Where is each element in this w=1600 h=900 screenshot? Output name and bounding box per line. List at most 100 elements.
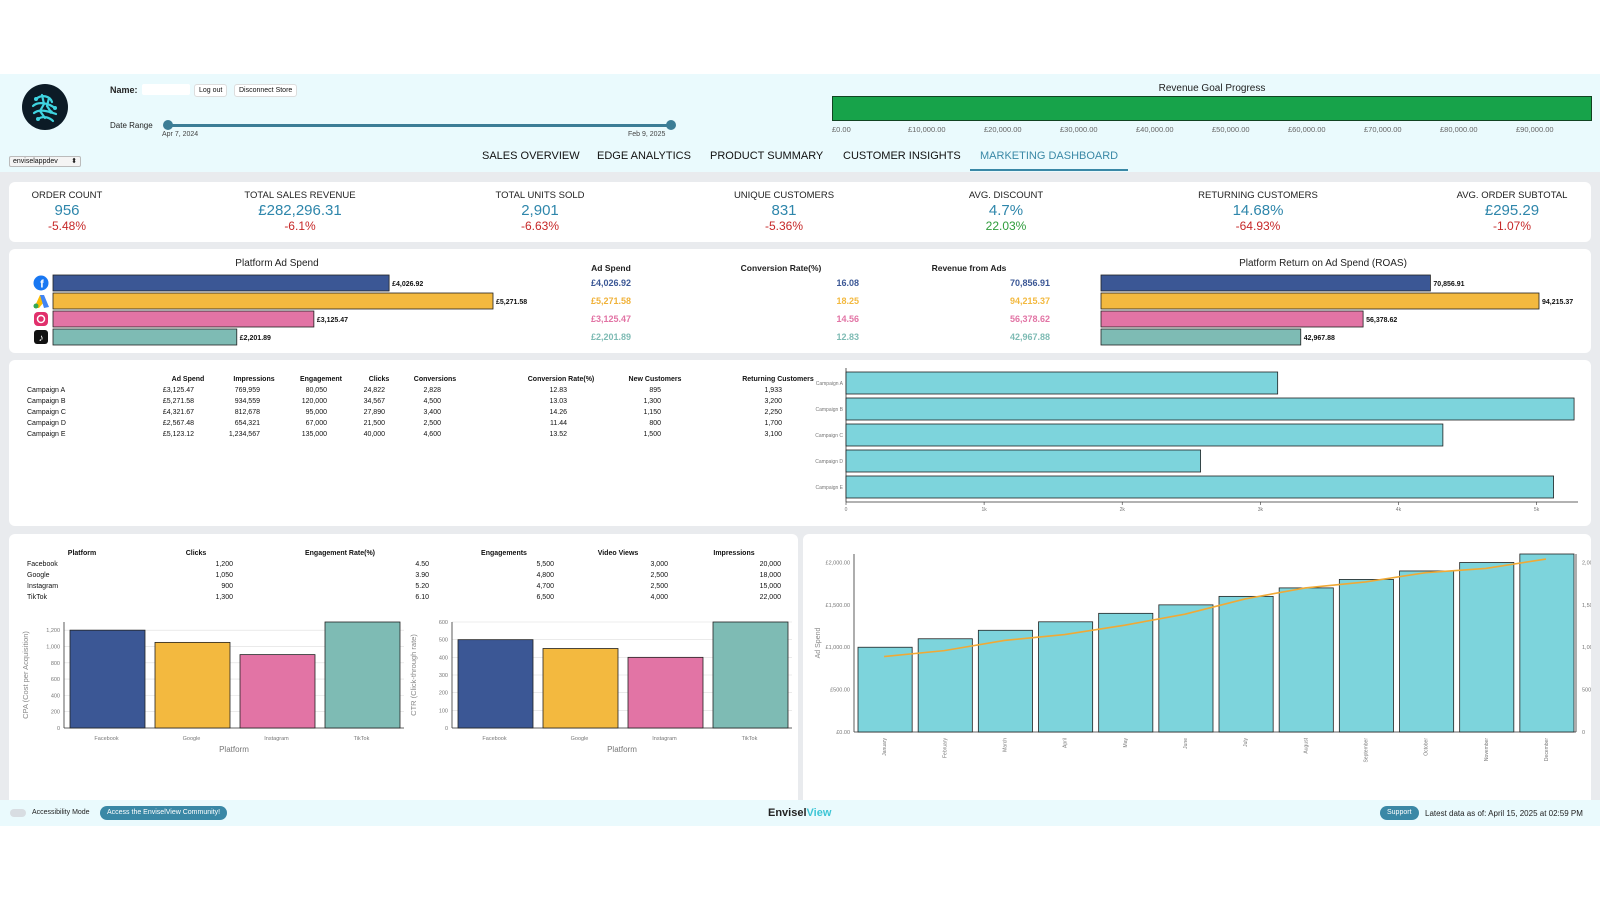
campaign-cell: £2,567.48	[163, 420, 194, 427]
y-axis-title: CPA (Cost per Acquisition)	[21, 631, 30, 719]
y-tick-label: 800	[51, 661, 60, 667]
engagement-cell: 4,800	[536, 572, 554, 579]
kpi-change: -6.63%	[520, 219, 560, 233]
engagement-cell: 2,500	[650, 572, 668, 579]
roas-bar	[1100, 328, 1302, 346]
platform-charts: Platform Ad Spend Platform Return on Ad S…	[33, 258, 1573, 346]
ad-spend-bar-label: £4,026.92	[392, 281, 423, 288]
tab-edge-analytics[interactable]: EDGE ANALYTICS	[597, 150, 691, 162]
y-axis-title: CTR (Click-through rate)	[409, 634, 418, 716]
ad-spend-bar-label: £5,271.58	[496, 299, 527, 306]
campaign-cell: 13.03	[549, 398, 567, 405]
engagement-row-label: Instagram	[27, 583, 58, 590]
campaign-x-tick-label: 4k	[1396, 507, 1402, 513]
support-button[interactable]: Support	[1380, 806, 1419, 820]
brand-wordmark: EnviselView	[768, 807, 831, 819]
campaign-cell: £4,321.67	[163, 409, 194, 416]
svg-text:♪: ♪	[39, 333, 44, 344]
header: enviselappdev ⬍ Name: Log out Disconnect…	[0, 74, 1600, 172]
kpi-label: AVG. ORDER SUBTOTAL	[1456, 190, 1568, 201]
campaign-cell: 34,567	[364, 398, 386, 405]
month-label: December	[1544, 738, 1550, 761]
name-field[interactable]	[142, 84, 190, 95]
platform-bar	[69, 629, 146, 729]
goal-tick-label: £0.00	[832, 125, 851, 134]
disconnect-store-button[interactable]: Disconnect Store	[234, 84, 298, 97]
footer: Accessibility Mode Access the EnviselVie…	[0, 800, 1600, 826]
campaign-cell: 769,959	[235, 387, 260, 394]
roas-bar	[1100, 292, 1540, 310]
goal-tick-label: £40,000.00	[1136, 125, 1174, 134]
date-range-end-handle[interactable]	[666, 120, 676, 130]
ad-spend-value: £5,271.58	[591, 296, 631, 306]
store-select[interactable]: enviselappdev ⬍	[9, 156, 81, 167]
month-label: May	[1123, 738, 1129, 748]
campaign-row-label: Campaign A	[27, 387, 65, 394]
monthly-spend-bar	[1038, 621, 1094, 733]
platform-bar	[712, 621, 789, 729]
kpi-label: ORDER COUNT	[31, 190, 103, 201]
tab-customer-insights[interactable]: CUSTOMER INSIGHTS	[843, 150, 961, 162]
brand-text: Envisel	[768, 807, 807, 819]
store-select-value: enviselappdev	[13, 158, 58, 165]
campaign-cell: 11.44	[550, 420, 567, 427]
campaign-cell: 895	[649, 387, 661, 394]
roas-bar-label: 70,856.91	[1433, 281, 1464, 288]
x-tick-label: Instagram	[652, 736, 677, 742]
engagement-cell: 20,000	[760, 561, 782, 568]
campaign-cell: 800	[649, 420, 661, 427]
facebook-icon: f	[33, 275, 49, 291]
engagement-cell: 1,050	[215, 572, 233, 579]
kpi-change: -64.93%	[1235, 219, 1281, 233]
col-header-revenue: Revenue from Ads	[932, 263, 1007, 273]
accessibility-toggle[interactable]	[10, 809, 26, 817]
logout-button[interactable]: Log out	[194, 84, 228, 97]
engagement-table-header: Engagement Rate(%)	[305, 550, 375, 557]
x-tick-label: Google	[183, 736, 201, 742]
engagement-cell: 22,000	[760, 594, 782, 601]
engagement-cell: 15,000	[760, 583, 782, 590]
dashboard-app: enviselappdev ⬍ Name: Log out Disconnect…	[0, 74, 1600, 864]
campaign-bar	[845, 397, 1575, 421]
engagement-charts: Platform Clicks Engagement Rate(%) Engageme…	[21, 550, 792, 754]
campaign-table-header: Conversions	[414, 376, 457, 383]
tab-product-summary[interactable]: PRODUCT SUMMARY	[710, 150, 824, 162]
campaign-table-header: Returning Customers	[742, 376, 814, 383]
kpi-value: 4.7%	[988, 202, 1024, 219]
campaign-bar	[845, 475, 1554, 499]
goal-tick-label: £50,000.00	[1212, 125, 1250, 134]
monthly-spend-bar	[1218, 595, 1274, 733]
ad-spend-bar	[52, 292, 494, 310]
ad-spend-bar-label: £2,201.89	[240, 335, 271, 342]
kpi-change: -5.48%	[47, 219, 87, 233]
campaign-cell: 1,300	[643, 398, 661, 405]
campaign-cell: 3,400	[423, 409, 441, 416]
campaign-charts: Ad Spend Impressions Engagement Clicks Conve…	[27, 368, 1578, 513]
x-tick-label: TikTok	[742, 736, 758, 742]
roas-line	[884, 558, 1547, 658]
svg-text:f: f	[40, 279, 44, 291]
ad-spend-bar-label: £3,125.47	[317, 317, 348, 324]
community-button[interactable]: Access the EnviselView Community!	[100, 806, 228, 820]
y-tick-label: 500	[439, 638, 448, 644]
platform-bar	[542, 648, 619, 729]
date-range-start-handle[interactable]	[163, 120, 173, 130]
engagement-cell: 6.10	[415, 594, 429, 601]
y-tick-label: 600	[439, 620, 448, 626]
campaign-cell: 3,100	[764, 431, 782, 438]
platform-bar	[154, 641, 231, 729]
tab-marketing-dashboard[interactable]: MARKETING DASHBOARD	[980, 150, 1119, 162]
campaign-cell: £5,123.12	[163, 431, 194, 438]
date-range-slider[interactable]	[167, 124, 671, 127]
campaign-x-tick-label: 3k	[1258, 507, 1264, 513]
y-tick-label: £0.00	[836, 730, 850, 736]
engagement-cell: 3,000	[650, 561, 668, 568]
campaign-cell: 934,559	[235, 398, 260, 405]
y-tick-label: 100	[439, 708, 448, 714]
tab-sales-overview[interactable]: SALES OVERVIEW	[482, 150, 580, 162]
kpi-label: UNIQUE CUSTOMERS	[733, 190, 835, 201]
ad-spend-value: £2,201.89	[591, 332, 631, 342]
engagement-table-header: Impressions	[713, 550, 754, 557]
campaign-cell: £3,125.47	[163, 387, 194, 394]
campaign-cell: 3,200	[764, 398, 782, 405]
